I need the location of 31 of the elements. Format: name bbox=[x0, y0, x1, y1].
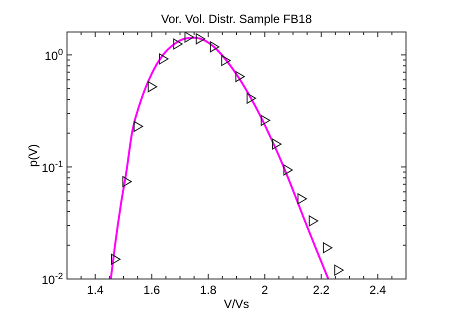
point bbox=[148, 81, 158, 92]
point bbox=[297, 193, 307, 204]
point bbox=[122, 176, 132, 188]
x-tick-label: 1.6 bbox=[143, 283, 160, 297]
x-tick-label: 2.2 bbox=[312, 283, 330, 297]
point bbox=[260, 114, 270, 126]
point bbox=[111, 254, 121, 265]
point bbox=[159, 53, 169, 64]
point bbox=[235, 71, 245, 82]
point bbox=[184, 32, 194, 43]
point bbox=[221, 55, 231, 66]
x-tick-label: 1.4 bbox=[86, 283, 104, 297]
point bbox=[134, 120, 144, 132]
point bbox=[322, 242, 332, 254]
point bbox=[246, 92, 256, 104]
y-axis-title: p(V) bbox=[26, 144, 40, 167]
point bbox=[272, 138, 282, 150]
point bbox=[334, 264, 344, 276]
x-tick-label: 2 bbox=[261, 283, 268, 297]
y-tick-label: 10$^{-2}$ bbox=[42, 271, 63, 287]
x-axis-title: V/Vs bbox=[224, 297, 250, 311]
y-tick-label: 10$^{0}$ bbox=[44, 46, 63, 63]
chart-title: Vor. Vol. Distr. Sample FB18 bbox=[161, 12, 312, 26]
x-tick-label: 2.4 bbox=[369, 283, 386, 297]
point bbox=[196, 33, 206, 44]
point bbox=[283, 164, 293, 176]
point bbox=[173, 38, 183, 50]
point bbox=[308, 215, 318, 226]
x-tick-label: 1.8 bbox=[200, 283, 217, 297]
point bbox=[210, 41, 220, 52]
y-tick-label: 10$^{-1}$ bbox=[42, 158, 63, 175]
